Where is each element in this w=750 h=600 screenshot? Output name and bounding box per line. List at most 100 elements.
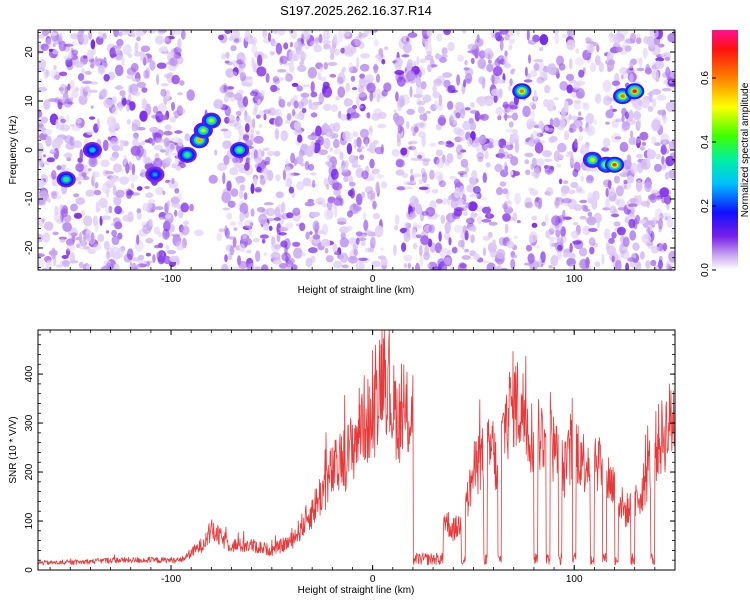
- heatmap-blob: [359, 63, 370, 72]
- heatmap-blob: [51, 37, 57, 43]
- heatmap-blob: [474, 38, 484, 47]
- heatmap-blob: [486, 63, 494, 73]
- heatmap-blob: [393, 112, 400, 123]
- heatmap-blob: [131, 263, 141, 268]
- heatmap-blob: [123, 154, 127, 166]
- heatmap-blob: [437, 102, 444, 111]
- heatmap-blob: [528, 187, 535, 191]
- heatmap-blob: [142, 30, 148, 34]
- heatmap-blob: [268, 208, 275, 216]
- heatmap-blob: [103, 56, 107, 64]
- heatmap-blob: [415, 76, 422, 88]
- heatmap-blob: [372, 200, 377, 210]
- heatmap-blob: [323, 43, 327, 50]
- heatmap-blob: [453, 127, 462, 135]
- heatmap-blob: [177, 206, 181, 210]
- heatmap-blob: [272, 76, 280, 83]
- heatmap-blob: [563, 130, 570, 141]
- heatmap-blob: [397, 124, 403, 134]
- heatmap-blob: [322, 81, 330, 90]
- heatmap-blob: [432, 91, 441, 99]
- heatmap-blob: [436, 157, 445, 168]
- heatmap-blob: [310, 172, 317, 176]
- heatmap-blob: [418, 186, 429, 190]
- heatmap-blob: [174, 187, 180, 194]
- heatmap-blob: [102, 139, 109, 152]
- heatmap-blob: [561, 198, 572, 204]
- heatmap-blob: [337, 86, 346, 98]
- heatmap-blob: [619, 67, 629, 74]
- heatmap-blob: [106, 247, 114, 258]
- heatmap-blob: [359, 146, 365, 150]
- heatmap-blob: [377, 54, 382, 63]
- heatmap-blob: [366, 82, 376, 94]
- heatmap-blob: [556, 163, 562, 168]
- heatmap-blob: [508, 121, 514, 128]
- heatmap-blob: [585, 37, 591, 42]
- heatmap-blob: [579, 126, 583, 133]
- heatmap-blob: [405, 37, 409, 42]
- y-tick-label: 400: [24, 365, 35, 382]
- heatmap-blob: [395, 169, 405, 176]
- heatmap-blob: [570, 182, 579, 188]
- heatmap-blob: [53, 64, 57, 70]
- heatmap-blob: [68, 51, 73, 59]
- heatmap-blob: [650, 259, 657, 267]
- heatmap-blob: [623, 179, 628, 185]
- heatmap-blob: [279, 55, 288, 64]
- heatmap-blob: [327, 161, 333, 168]
- heatmap-blob: [403, 180, 413, 186]
- heatmap-blob: [626, 175, 634, 184]
- heatmap-blob: [644, 67, 653, 75]
- heatmap-blob: [647, 194, 657, 201]
- heatmap-blob: [639, 131, 649, 141]
- heatmap-blob: [494, 163, 503, 172]
- heatmap-blob: [666, 263, 671, 270]
- heatmap-blob: [421, 158, 431, 162]
- heatmap-blob: [536, 199, 543, 210]
- heatmap-blob: [412, 173, 422, 178]
- heatmap-blob: [434, 171, 444, 181]
- heatmap-blob: [627, 257, 636, 262]
- heatmap-blob: [180, 30, 186, 40]
- heatmap-blob: [59, 83, 67, 96]
- heatmap-blob: [229, 245, 235, 256]
- heatmap-blob: [278, 77, 285, 81]
- heatmap-blob: [320, 238, 331, 248]
- heatmap-blob: [301, 107, 307, 114]
- heatmap-blob: [352, 131, 359, 138]
- heatmap-blob: [416, 55, 420, 66]
- heatmap-blob: [300, 251, 306, 257]
- heatmap-blob: [407, 262, 411, 269]
- heatmap-blob: [401, 54, 410, 58]
- heatmap-blob: [289, 41, 294, 48]
- heatmap-hotspot-ring: [197, 138, 202, 142]
- heatmap-blob: [426, 30, 433, 38]
- heatmap-blob: [277, 69, 287, 73]
- heatmap-blob: [51, 170, 57, 180]
- heatmap-blob: [347, 189, 354, 197]
- heatmap-blob: [383, 82, 392, 92]
- heatmap-blob: [402, 35, 407, 43]
- heatmap-blob: [49, 148, 55, 153]
- heatmap-blob: [288, 61, 295, 73]
- heatmap-blob: [371, 168, 380, 175]
- heatmap-blob: [294, 40, 303, 51]
- heatmap-blob: [666, 216, 674, 228]
- heatmap-blob: [286, 177, 293, 188]
- heatmap-blob: [255, 250, 261, 262]
- heatmap-blob: [605, 242, 611, 251]
- heatmap-blob: [477, 215, 483, 225]
- heatmap-blob: [369, 90, 374, 102]
- heatmap-blob: [531, 215, 538, 221]
- heatmap-blob: [433, 83, 442, 87]
- heatmap-blob: [533, 63, 540, 71]
- heatmap-blob: [218, 228, 225, 233]
- heatmap-blob: [94, 182, 99, 189]
- heatmap-blob: [571, 115, 578, 121]
- heatmap-blob: [305, 231, 310, 240]
- heatmap-blob: [69, 260, 79, 264]
- heatmap-blob: [349, 181, 356, 187]
- heatmap-blob: [95, 201, 100, 214]
- heatmap-blob: [108, 141, 118, 148]
